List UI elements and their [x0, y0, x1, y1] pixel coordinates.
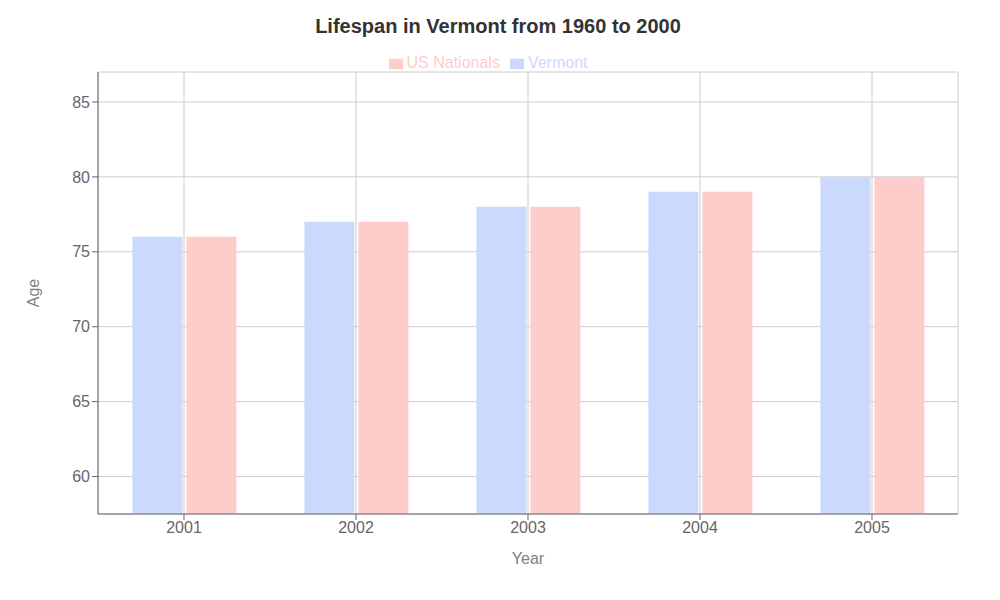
- html-text:Lifespan in Vermont from 1960: Lifespan in Vermont from 1960 to 2000: [315, 15, 681, 37]
- svg-text:65: 65: [72, 393, 90, 410]
- svg-text:85: 85: [72, 94, 90, 111]
- svg-text:2001: 2001: [166, 519, 202, 536]
- svg-text:80: 80: [72, 169, 90, 186]
- svg-text:Year: Year: [512, 550, 545, 567]
- svg-text:2002: 2002: [338, 519, 374, 536]
- svg-text:2003: 2003: [510, 519, 546, 536]
- svg-text:60: 60: [72, 468, 90, 485]
- html-text:US Nationals: US Nationals: [406, 54, 500, 71]
- svg-text:70: 70: [72, 318, 90, 335]
- svg-text:2005: 2005: [854, 519, 890, 536]
- svg-text:2004: 2004: [682, 519, 718, 536]
- svg-text:75: 75: [72, 243, 90, 260]
- svg-text:Age: Age: [25, 279, 42, 308]
- html-text:Vermont: Vermont: [527, 54, 588, 71]
